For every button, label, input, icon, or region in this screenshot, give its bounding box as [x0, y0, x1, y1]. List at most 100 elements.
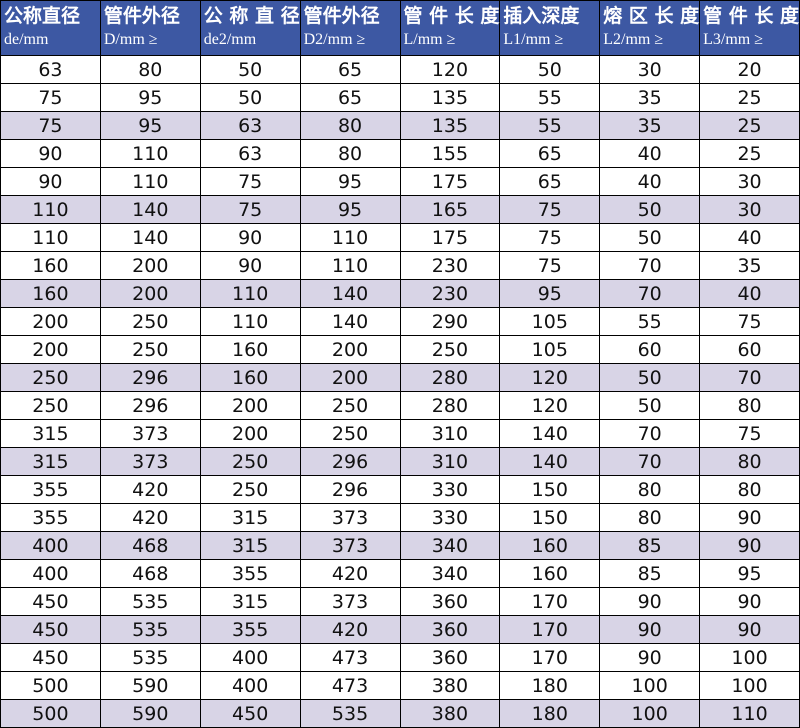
header-text: 管 件 长 度: [703, 5, 799, 27]
table-row: 355 420 315 373 330 150 80 90: [0, 503, 800, 532]
cell: 468: [99, 559, 201, 588]
cell: 355: [0, 475, 101, 504]
cell: 420: [299, 559, 401, 588]
header-text: 管 件 长 度: [403, 5, 500, 27]
cell: 140: [299, 279, 401, 308]
cell: 420: [299, 615, 401, 644]
header-text: L/mm ≥: [403, 31, 456, 48]
cell: 200: [0, 335, 101, 364]
cell: 330: [399, 503, 501, 532]
table-body: 63 80 50 65 120 50 30 20 75 95 50 65 135 55 35 25 75 95 63…: [0, 55, 800, 728]
cell: 280: [399, 363, 501, 392]
cell: 175: [399, 223, 501, 252]
cell: 340: [399, 531, 501, 560]
cell: 230: [399, 279, 501, 308]
cell: 373: [99, 447, 201, 476]
cell: 63: [0, 55, 101, 84]
cell: 75: [199, 167, 301, 196]
cell: 75: [199, 195, 301, 224]
cell: 95: [499, 279, 601, 308]
cell: 90: [699, 615, 800, 644]
cell: 355: [0, 503, 101, 532]
cell: 30: [599, 55, 701, 84]
cell: 140: [299, 307, 401, 336]
cell: 100: [699, 671, 800, 700]
cell: 40: [599, 139, 701, 168]
cell: 250: [399, 335, 501, 364]
cell: 35: [699, 251, 800, 280]
table-row: 500 590 400 473 380 180 100 100: [0, 671, 800, 700]
cell: 90: [0, 139, 101, 168]
cell: 150: [499, 503, 601, 532]
cell: 55: [599, 307, 701, 336]
cell: 450: [0, 643, 101, 672]
cell: 310: [399, 447, 501, 476]
cell: 90: [699, 503, 800, 532]
cell: 65: [299, 55, 401, 84]
cell: 175: [399, 167, 501, 196]
table-row: 450 535 315 373 360 170 90 90: [0, 587, 800, 616]
cell: 75: [499, 195, 601, 224]
cell: 500: [0, 699, 101, 728]
cell: 90: [599, 643, 701, 672]
cell: 90: [0, 167, 101, 196]
cell: 80: [699, 447, 800, 476]
cell: 75: [699, 419, 800, 448]
cell: 373: [299, 503, 401, 532]
cell: 110: [699, 699, 800, 728]
cell: 65: [499, 139, 601, 168]
cell: 360: [399, 587, 501, 616]
cell: 90: [599, 615, 701, 644]
table-row: 450 535 400 473 360 170 90 100: [0, 643, 800, 672]
cell: 340: [399, 559, 501, 588]
cell: 160: [0, 279, 101, 308]
cell: 360: [399, 615, 501, 644]
cell: 100: [699, 643, 800, 672]
header-text: D2/mm ≥: [303, 31, 366, 48]
cell: 160: [199, 335, 301, 364]
cell: 105: [499, 335, 601, 364]
cell: 55: [499, 83, 601, 112]
cell: 70: [599, 419, 701, 448]
cell: 473: [299, 643, 401, 672]
cell: 200: [199, 419, 301, 448]
table-row: 200 250 160 200 250 105 60 60: [0, 335, 800, 364]
cell: 473: [299, 671, 401, 700]
cell: 250: [199, 447, 301, 476]
cell: 120: [499, 363, 601, 392]
cell: 110: [0, 195, 101, 224]
table-row: 160 200 90 110 230 75 70 35: [0, 251, 800, 280]
cell: 110: [0, 223, 101, 252]
cell: 20: [699, 55, 800, 84]
header-text: de2/mm: [203, 31, 257, 48]
header-text: L1/mm ≥: [503, 31, 564, 48]
header-text: de/mm: [4, 31, 49, 48]
cell: 105: [499, 307, 601, 336]
cell: 315: [199, 503, 301, 532]
table-row: 110 140 90 110 175 75 50 40: [0, 223, 800, 252]
cell: 250: [99, 307, 201, 336]
header-text: 插入深度: [503, 5, 580, 27]
cell: 63: [199, 139, 301, 168]
table-row: 75 95 50 65 135 55 35 25: [0, 83, 800, 112]
cell: 140: [99, 223, 201, 252]
table-row: 110 140 75 95 165 75 50 30: [0, 195, 800, 224]
cell: 200: [199, 391, 301, 420]
cell: 420: [99, 475, 201, 504]
cell: 400: [199, 671, 301, 700]
cell: 296: [299, 475, 401, 504]
cell: 65: [499, 167, 601, 196]
cell: 50: [599, 195, 701, 224]
cell: 160: [199, 363, 301, 392]
cell: 310: [399, 419, 501, 448]
cell: 280: [399, 391, 501, 420]
header-cell: 公称直径 de/mm: [0, 0, 101, 56]
cell: 100: [599, 671, 701, 700]
cell: 200: [299, 363, 401, 392]
cell: 75: [499, 223, 601, 252]
cell: 75: [499, 251, 601, 280]
header-text: 管件外径: [103, 5, 180, 27]
table-row: 90 110 75 95 175 65 40 30: [0, 167, 800, 196]
